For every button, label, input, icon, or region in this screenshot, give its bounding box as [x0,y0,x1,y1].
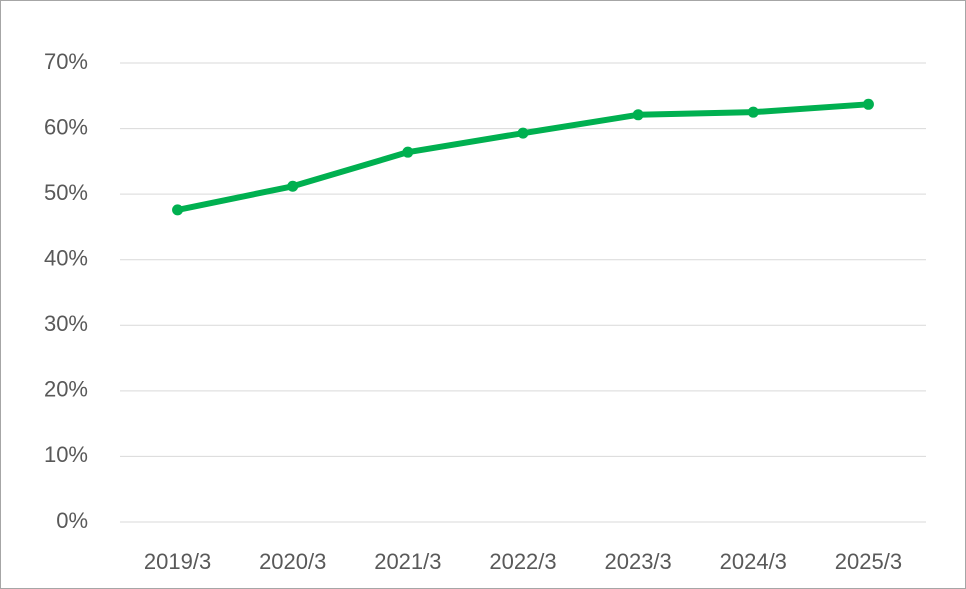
y-tick-label: 0% [56,508,88,533]
y-tick-label: 20% [44,377,88,402]
x-tick-label: 2019/3 [144,549,211,574]
data-point [632,109,644,121]
x-tick-label: 2020/3 [259,549,326,574]
data-point [517,127,529,139]
y-tick-label: 60% [44,114,88,139]
y-tick-label: 10% [44,442,88,467]
data-point [862,98,874,110]
x-tick-label: 2023/3 [604,549,671,574]
data-point [747,106,759,118]
x-tick-label: 2021/3 [374,549,441,574]
data-point [172,204,184,216]
data-point [402,146,414,158]
y-tick-label: 30% [44,311,88,336]
data-point [287,180,299,192]
x-tick-label: 2024/3 [720,549,787,574]
y-tick-label: 40% [44,246,88,271]
x-tick-label: 2022/3 [489,549,556,574]
y-tick-label: 50% [44,180,88,205]
y-tick-label: 70% [44,49,88,74]
x-tick-label: 2025/3 [835,549,902,574]
